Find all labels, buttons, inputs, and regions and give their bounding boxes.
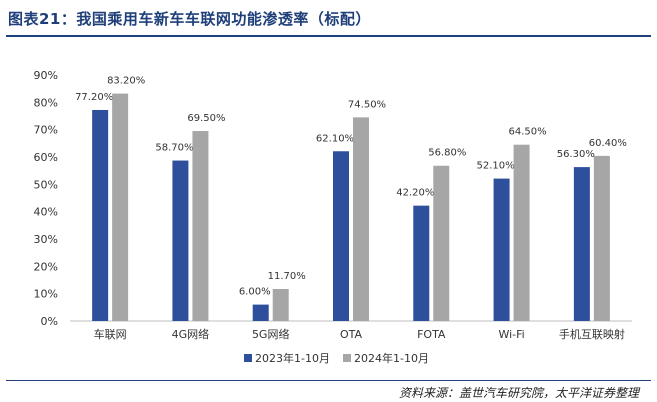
y-tick-label: 90% bbox=[34, 69, 58, 82]
data-label: 60.40% bbox=[589, 138, 627, 149]
bar-2024 bbox=[353, 117, 369, 321]
bar-2023 bbox=[493, 178, 510, 321]
data-label: 62.10% bbox=[316, 133, 354, 144]
data-label: 74.50% bbox=[348, 99, 386, 110]
bar-chart: 0% 10% 20% 30% 40% 50% 60% 70% 80% 90% 77.20% 83.20… bbox=[34, 69, 632, 365]
bar-2023 bbox=[413, 205, 430, 321]
legend-swatch bbox=[244, 354, 252, 362]
y-tick-label: 50% bbox=[34, 178, 58, 191]
y-tick-label: 60% bbox=[34, 151, 58, 164]
title-divider bbox=[6, 35, 651, 37]
bar-2023 bbox=[172, 160, 189, 321]
data-label: 11.70% bbox=[268, 271, 306, 282]
y-tick-label: 40% bbox=[34, 206, 58, 219]
legend-label: 2023年1-10月 bbox=[255, 351, 330, 365]
data-label: 58.70% bbox=[155, 143, 193, 154]
x-tick-label: 4G网络 bbox=[172, 327, 210, 341]
x-tick-label: Wi-Fi bbox=[498, 328, 524, 341]
y-tick-label: 80% bbox=[34, 96, 58, 109]
data-label: 56.80% bbox=[428, 148, 466, 159]
data-label: 6.00% bbox=[239, 287, 271, 298]
bar-2024 bbox=[513, 144, 530, 321]
bar-2023 bbox=[573, 167, 590, 321]
data-label: 83.20% bbox=[107, 76, 145, 87]
data-label: 56.30% bbox=[557, 149, 595, 160]
x-tick-label: FOTA bbox=[417, 328, 446, 341]
bar-2024 bbox=[192, 131, 209, 321]
bar-2024 bbox=[112, 93, 129, 321]
bar-2024 bbox=[433, 165, 450, 321]
legend-swatch bbox=[343, 354, 351, 362]
data-label: 52.10% bbox=[477, 161, 515, 172]
x-tick-label: OTA bbox=[340, 328, 363, 341]
bar-2023 bbox=[333, 151, 349, 321]
bar-2024 bbox=[272, 289, 289, 321]
chart-title: 图表21：我国乘用车新车车联网功能渗透率（标配） bbox=[8, 10, 371, 28]
y-tick-label: 0% bbox=[41, 315, 58, 328]
footer-divider bbox=[6, 380, 651, 381]
data-label: 69.50% bbox=[187, 113, 225, 124]
data-label: 64.50% bbox=[509, 127, 547, 138]
x-tick-label: 车联网 bbox=[94, 327, 127, 341]
y-tick-label: 20% bbox=[34, 260, 58, 273]
data-label: 42.20% bbox=[396, 188, 434, 199]
y-tick-label: 70% bbox=[34, 124, 58, 137]
bar-2024 bbox=[593, 155, 610, 321]
bar-2023 bbox=[252, 304, 269, 321]
x-tick-label: 5G网络 bbox=[252, 327, 290, 341]
source-note: 资料来源：盖世汽车研究院，太平洋证券整理 bbox=[398, 386, 639, 400]
data-label: 77.20% bbox=[75, 92, 113, 103]
y-tick-label: 30% bbox=[34, 233, 58, 246]
bar-2023 bbox=[92, 109, 109, 321]
y-tick-label: 10% bbox=[34, 288, 58, 301]
x-tick-label: 手机互联映射 bbox=[559, 327, 625, 341]
legend-label: 2024年1-10月 bbox=[354, 351, 429, 365]
